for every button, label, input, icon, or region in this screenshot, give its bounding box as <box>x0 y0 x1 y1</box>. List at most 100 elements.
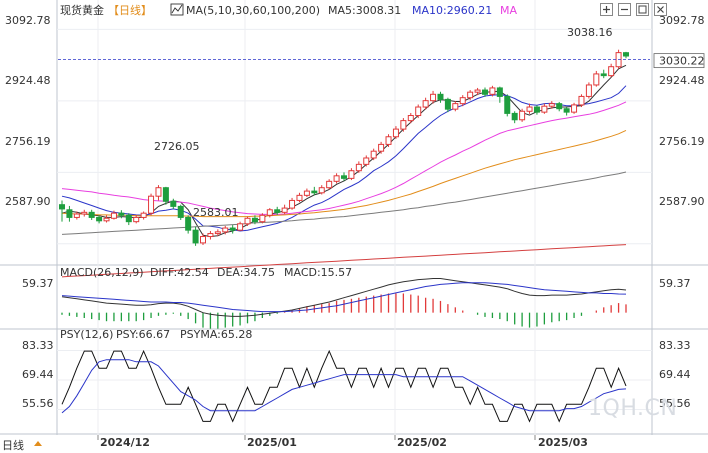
candle-body <box>73 213 80 218</box>
candle-body <box>333 175 340 182</box>
candle-body <box>563 108 570 113</box>
candle-body <box>125 214 132 223</box>
candle-body <box>430 93 437 102</box>
candle-body <box>185 216 192 231</box>
candle-body <box>467 91 474 99</box>
price-tick-left-2: 2924.48 <box>5 74 51 87</box>
price-tick-left-3: 2756.19 <box>5 135 51 148</box>
macd-tick-left: 59.37 <box>22 277 54 290</box>
close-icon[interactable] <box>654 3 667 16</box>
candle-body <box>318 187 325 194</box>
add-icon[interactable] <box>600 3 613 16</box>
candle-body <box>118 212 125 216</box>
candle-body <box>519 110 526 121</box>
candle-body <box>66 209 73 218</box>
minus-icon[interactable] <box>618 3 631 16</box>
candle-body <box>81 211 88 215</box>
candle-body <box>556 103 563 110</box>
candle-body <box>214 231 221 235</box>
candle-body <box>192 229 199 244</box>
ma-params-label: MA(5,10,30,60,100,200) <box>186 4 320 17</box>
ma-line-ma5 <box>61 64 627 238</box>
candle-body <box>133 216 140 223</box>
macd-dea-line <box>61 282 627 313</box>
psyma-value: PSYMA:65.28 <box>180 328 252 341</box>
candle-body <box>504 95 511 114</box>
psy-tick-right-2: 69.44 <box>659 368 691 381</box>
candle-body <box>541 105 548 113</box>
price-tick-right-4: 2587.90 <box>659 195 705 208</box>
macd-tick-right: 59.37 <box>659 277 691 290</box>
candle-body <box>392 128 399 138</box>
candle-body <box>459 97 466 105</box>
candle-body <box>88 211 95 218</box>
candle-body <box>289 199 296 209</box>
period-button[interactable]: 日线 <box>2 438 24 452</box>
candle-body <box>259 214 266 223</box>
psy-tick-right-3: 55.56 <box>659 397 691 410</box>
candle-body <box>110 212 117 219</box>
moving-average-lines <box>61 64 627 278</box>
candle-body <box>148 195 155 214</box>
candle-body <box>207 233 214 238</box>
psy-tick-left-1: 83.33 <box>22 339 54 352</box>
candle-body <box>623 52 629 57</box>
month-label-feb: 2025/02 <box>397 436 447 449</box>
macd-series <box>61 278 627 329</box>
candle-body <box>266 209 273 216</box>
candle-body <box>415 106 422 117</box>
candle-body <box>348 170 355 179</box>
psy-line <box>61 349 627 423</box>
candle-body <box>311 190 318 194</box>
candle-body <box>244 217 251 225</box>
month-label-jan: 2025/01 <box>247 436 297 449</box>
price-tick-right-3: 2756.19 <box>659 135 705 148</box>
candle-body <box>511 112 518 121</box>
candle-body <box>452 103 459 110</box>
candle-body <box>482 89 488 95</box>
macd-macd-value: MACD:15.57 <box>284 266 352 279</box>
watermark-logo: 1QH.CN <box>588 396 678 421</box>
ma-line-ma200 <box>61 244 627 278</box>
macd-diff-line <box>61 278 627 317</box>
candle-body <box>437 93 444 100</box>
price-tick-right-1: 3092.78 <box>659 14 705 27</box>
candle-body <box>326 180 333 189</box>
candle-body <box>200 236 206 244</box>
candle-body <box>593 73 600 86</box>
current-price-box <box>653 53 705 69</box>
psy-series <box>61 349 627 423</box>
ma-extra-label: MA <box>500 4 517 17</box>
candle-body <box>170 200 177 207</box>
candle-body <box>407 115 414 122</box>
ma10-value: MA10:2960.21 <box>412 4 492 17</box>
candle-body <box>474 89 481 93</box>
price-tick-left-4: 2587.90 <box>5 195 51 208</box>
candle-body <box>162 187 169 202</box>
price-tick-right-2: 2924.48 <box>659 74 705 87</box>
macd-diff-value: DIFF:42.54 <box>150 266 209 279</box>
macd-dea-value: DEA:34.75 <box>217 266 275 279</box>
period-dropdown-icon[interactable] <box>34 441 42 446</box>
candle-body <box>526 106 533 112</box>
psyma-line <box>61 359 627 414</box>
month-label-dec: 2024/12 <box>100 436 150 449</box>
candle-body <box>571 104 578 113</box>
candle-body <box>422 100 429 108</box>
candle-body <box>533 106 540 113</box>
restore-icon[interactable] <box>636 3 649 16</box>
candle-body <box>578 95 585 106</box>
candle-body <box>370 150 377 159</box>
candle-body <box>548 103 555 107</box>
candle-body <box>96 216 103 222</box>
candle-body <box>237 223 244 231</box>
period-tag[interactable]: 【日线】 <box>108 3 152 17</box>
ma-line-ma100 <box>61 171 627 235</box>
candle-body <box>600 73 607 77</box>
candle-body <box>496 87 503 97</box>
candle-body <box>378 143 385 152</box>
candle-body <box>140 212 147 218</box>
candle-body <box>296 194 303 201</box>
psy-tick-left-2: 69.44 <box>22 368 54 381</box>
